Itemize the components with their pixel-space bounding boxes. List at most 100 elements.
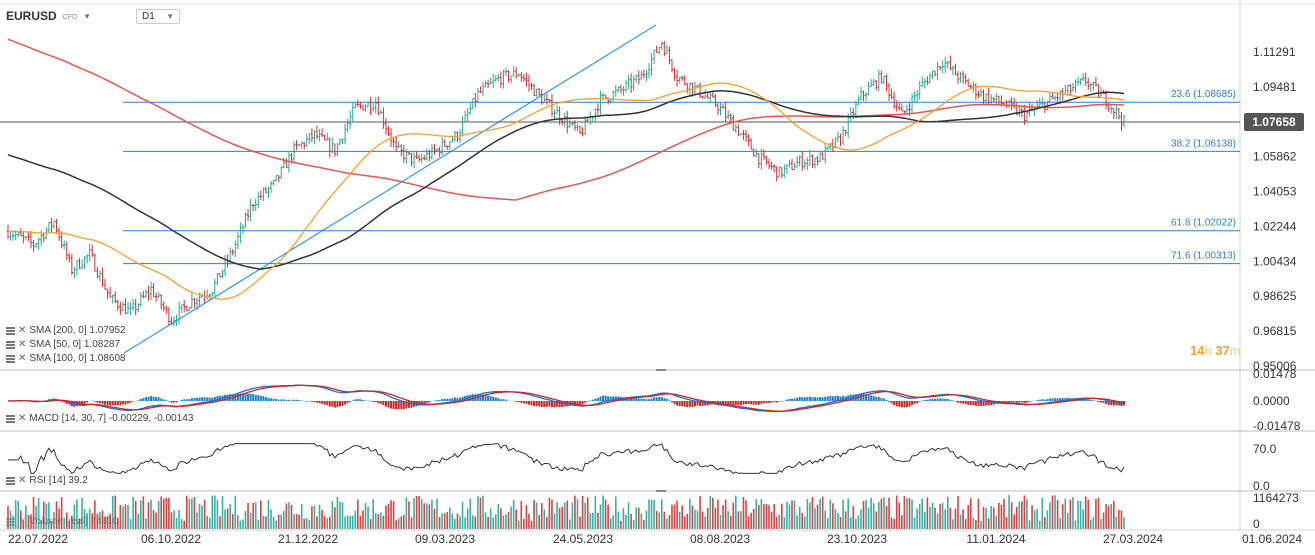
volume-bar — [957, 496, 959, 529]
close-icon[interactable]: ✕ — [18, 516, 27, 527]
macd-bar — [977, 401, 980, 407]
macd-bar — [584, 401, 587, 403]
macd-bar — [127, 401, 130, 404]
volume-bar — [556, 502, 558, 529]
volume-bar — [530, 520, 533, 529]
macd-bar — [543, 401, 546, 407]
macd-bar — [144, 397, 147, 401]
volume-bar — [865, 499, 867, 529]
price-tick-label: 0.95006 — [1253, 359, 1297, 373]
settings-icon[interactable] — [6, 354, 15, 363]
volume-bar — [870, 497, 872, 529]
close-icon[interactable]: ✕ — [18, 339, 27, 350]
indicator-sma50[interactable]: ✕ SMA [50, 0] 1.08287 — [6, 339, 120, 350]
settings-icon[interactable] — [6, 326, 15, 335]
macd-bar — [333, 401, 336, 408]
macd-bar — [364, 400, 367, 401]
settings-icon[interactable] — [6, 517, 15, 526]
macd-histogram — [9, 393, 1125, 410]
macd-bar — [390, 401, 393, 409]
volume-bar — [758, 505, 760, 529]
macd-bar — [448, 398, 451, 401]
macd-bar — [579, 401, 582, 405]
symbol-selector[interactable]: EURUSD CFD ▼ — [6, 9, 91, 23]
macd-bar — [492, 396, 495, 401]
macd-bar — [170, 401, 173, 403]
macd-bar — [676, 401, 679, 406]
volume-bar — [839, 517, 842, 529]
macd-bar — [951, 400, 954, 401]
macd-bar — [785, 399, 788, 401]
macd-bar — [155, 397, 158, 401]
volume-bar — [477, 496, 479, 529]
volume-tick-label: 0 — [1253, 517, 1260, 531]
volume-bar — [344, 516, 346, 529]
macd-bar — [175, 401, 178, 403]
volume-bar — [1031, 505, 1033, 529]
macd-bar — [893, 401, 896, 406]
macd-bar — [905, 401, 908, 408]
volume-bar — [364, 502, 367, 529]
macd-bar — [259, 395, 262, 401]
macd-bar — [326, 401, 329, 406]
close-icon[interactable]: ✕ — [18, 475, 27, 486]
volume-bar — [433, 508, 436, 529]
volume-bar — [474, 516, 477, 529]
macd-bar — [106, 401, 109, 406]
volume-bar — [614, 496, 617, 529]
rsi-tick-label: 70.0 — [1253, 442, 1277, 456]
volume-bar — [469, 498, 472, 529]
settings-icon[interactable] — [6, 414, 15, 423]
volume-bar — [173, 510, 175, 529]
timeframe-select[interactable]: D1 ▼ — [136, 9, 180, 24]
volume-bar — [1061, 504, 1064, 529]
macd-bar — [109, 401, 112, 406]
macd-bar — [750, 401, 753, 405]
close-icon[interactable]: ✕ — [18, 353, 27, 364]
macd-bar — [944, 398, 947, 401]
volume-bar — [622, 508, 625, 529]
indicator-rsi[interactable]: ✕ RSI [14] 39.2 — [6, 475, 88, 486]
trend-line — [123, 24, 657, 354]
sma50-line — [8, 82, 1125, 300]
macd-bar — [252, 393, 255, 401]
macd-bar — [402, 401, 405, 410]
macd-bar — [852, 394, 855, 401]
close-icon[interactable]: ✕ — [18, 413, 27, 424]
timer-minutes: 37 — [1215, 343, 1230, 358]
macd-bar — [791, 398, 794, 401]
volume-bar — [1069, 499, 1072, 529]
volume-bar — [535, 502, 538, 529]
settings-icon[interactable] — [6, 476, 15, 485]
volume-bar — [592, 512, 594, 529]
macd-bar — [650, 398, 653, 401]
volume-bar — [775, 516, 778, 529]
indicator-sma100[interactable]: ✕ SMA [100, 0] 1.08608 — [6, 353, 126, 364]
indicator-volume[interactable]: ✕ Volume [real] 74810 — [6, 516, 118, 527]
macd-bar — [745, 401, 748, 405]
indicator-sma200[interactable]: ✕ SMA [200, 0] 1.07952 — [6, 325, 126, 336]
volume-bar — [308, 520, 311, 529]
indicator-macd[interactable]: ✕ MACD [14, 30, 7] -0.00229, -0.00143 — [6, 413, 193, 424]
close-icon[interactable]: ✕ — [18, 325, 27, 336]
macd-bar — [206, 397, 209, 401]
chevron-down-icon[interactable]: ▼ — [83, 11, 91, 21]
volume-bar — [750, 512, 752, 529]
volume-bar — [911, 499, 913, 529]
macd-bar — [1015, 401, 1018, 403]
macd-bar — [911, 401, 914, 406]
settings-icon[interactable] — [6, 340, 15, 349]
macd-bar — [946, 398, 949, 401]
volume-bars — [7, 495, 1125, 529]
volume-bar — [969, 498, 972, 529]
fib-level-label: 61.8 (1.02022) — [1171, 218, 1236, 229]
volume-bar — [1118, 509, 1120, 529]
volume-bar — [617, 511, 620, 529]
volume-bar — [58, 508, 60, 529]
price-tick-label: 1.04053 — [1253, 185, 1297, 199]
volume-bar — [1044, 517, 1046, 529]
macd-bar — [1048, 398, 1051, 401]
macd-bar — [1010, 401, 1013, 403]
volume-bar — [262, 515, 265, 529]
